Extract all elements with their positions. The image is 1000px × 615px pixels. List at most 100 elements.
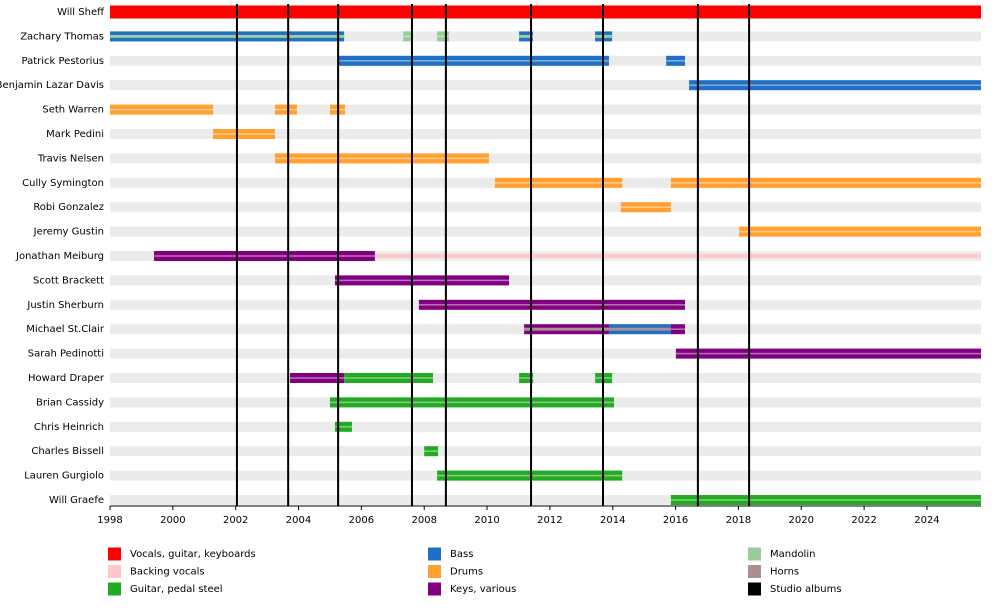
x-tick-label: 2020 (789, 515, 814, 526)
legend-label: Guitar, pedal steel (130, 584, 223, 595)
member-bar (424, 446, 439, 457)
member-bar (437, 31, 450, 42)
member-bar-stripe (675, 352, 981, 355)
member-name: Will Graefe (49, 495, 104, 506)
member-bar-stripe (608, 327, 671, 331)
legend-label: Studio albums (770, 584, 842, 595)
member-bar (110, 104, 214, 115)
member-name: Mark Pedini (46, 129, 104, 140)
member-name: Sarah Pedinotti (28, 349, 104, 360)
member-name: Zachary Thomas (20, 31, 104, 42)
member-bar-stripe (437, 474, 623, 477)
member-bar-stripe (670, 499, 981, 501)
member-name: Will Sheff (57, 7, 105, 18)
member-bar (418, 299, 686, 310)
member-bar (338, 55, 609, 66)
member-name: Benjamin Lazar Davis (0, 80, 104, 91)
member-bar (437, 470, 623, 481)
x-tick-label: 2016 (663, 515, 688, 526)
member-bar-stripe (110, 108, 214, 111)
row-band (110, 153, 981, 164)
member-name: Michael St.Clair (26, 324, 105, 335)
legend-swatch (108, 582, 121, 596)
member-name: Travis Nelsen (37, 153, 104, 164)
member-bar (739, 226, 981, 237)
member-name: Chris Heinrich (34, 422, 104, 433)
x-tick-label: 2012 (537, 515, 562, 526)
member-bar (344, 373, 434, 383)
member-bar-stripe (334, 279, 510, 282)
member-bar-stripe (418, 304, 686, 306)
legend-label: Horns (770, 567, 799, 578)
row-band (110, 129, 981, 139)
legend-swatch (428, 547, 441, 561)
legend-swatch (748, 547, 761, 561)
member-name: Robi Gonzalez (33, 202, 104, 213)
legend-swatch (748, 582, 761, 596)
member-bar (670, 495, 981, 505)
x-tick-label: 2014 (600, 515, 625, 526)
x-tick-label: 2022 (851, 515, 876, 526)
member-bar (670, 324, 686, 335)
legend-label: Drums (450, 567, 483, 578)
row-band (110, 446, 981, 457)
member-bar (620, 202, 671, 213)
member-bar-stripe (338, 60, 609, 62)
member-name: Howard Draper (28, 373, 105, 384)
x-tick-label: 2024 (914, 515, 939, 526)
member-name: Charles Bissell (31, 446, 104, 457)
member-bar (519, 373, 533, 383)
member-bar-stripe (274, 157, 489, 160)
member-bar-stripe (524, 327, 609, 331)
member-bar-stripe (519, 34, 533, 38)
legend-label: Mandolin (770, 549, 815, 560)
x-tick-label: 2006 (349, 515, 374, 526)
member-bar-stripe (670, 328, 686, 330)
x-tick-label: 2008 (411, 515, 436, 526)
member-bar-stripe (274, 108, 297, 111)
member-bar (689, 80, 981, 91)
row-band (110, 202, 981, 213)
member-bar-stripe (739, 230, 981, 233)
member-bar-stripe (110, 34, 345, 38)
member-bar (494, 177, 623, 188)
member-bar-stripe (689, 84, 981, 86)
legend-swatch (108, 547, 121, 561)
row-band (110, 104, 981, 115)
member-bar (670, 177, 981, 188)
member-bar-stripe (213, 133, 275, 135)
member-name: Cully Symington (22, 178, 104, 189)
x-tick-label: 1998 (97, 515, 122, 526)
legend-swatch (428, 582, 441, 596)
member-bar-stripe (437, 35, 450, 38)
member-bar-stripe (670, 182, 981, 184)
member-bar-stripe (519, 377, 533, 379)
member-name: Lauren Gurgiolo (24, 471, 104, 482)
legend-label: Backing vocals (130, 567, 205, 578)
member-bar (274, 153, 489, 164)
member-bar-stripe (620, 206, 671, 208)
member-name: Jonathan Meiburg (15, 251, 104, 262)
member-bar (274, 104, 297, 115)
legend-swatch (108, 565, 121, 578)
row-band (110, 421, 981, 432)
member-bar-stripe (424, 450, 439, 452)
x-tick-label: 2004 (286, 515, 311, 526)
x-tick-label: 2018 (726, 515, 751, 526)
member-bar (153, 251, 375, 261)
member-bar-stripe (153, 255, 375, 257)
member-bar (290, 373, 345, 383)
legend-swatch (748, 565, 761, 578)
member-bar-stripe (666, 60, 686, 62)
row-band (110, 495, 981, 505)
legend-label: Vocals, guitar, keyboards (130, 549, 256, 560)
member-name: Jeremy Gustin (33, 227, 104, 238)
member-bar-stripe (329, 401, 614, 404)
x-tick-label: 2002 (223, 515, 248, 526)
row-band (110, 348, 981, 359)
member-name: Scott Brackett (33, 275, 104, 286)
legend-swatch (428, 565, 441, 578)
member-name: Justin Sherburn (26, 300, 104, 311)
member-bar (213, 129, 275, 139)
row-band (110, 373, 981, 383)
